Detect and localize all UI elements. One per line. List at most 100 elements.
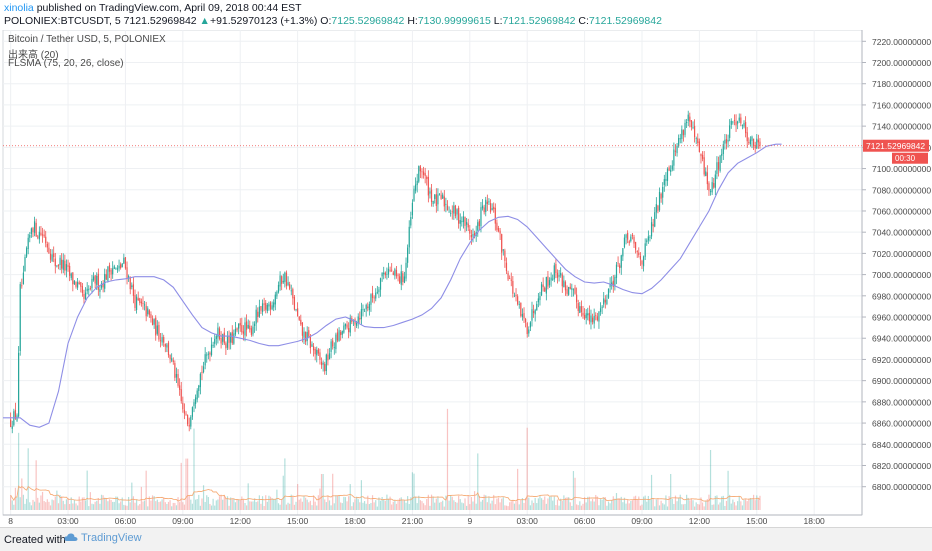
- volume-bar: [749, 497, 752, 510]
- volume-bar: [686, 494, 688, 510]
- volume-bar: [356, 496, 358, 510]
- axes: 7220.00000000 7200.00000000 7180.00000000 7…: [3, 30, 931, 526]
- candle-body: [123, 257, 125, 264]
- volume-bar: [75, 503, 77, 510]
- candle-body: [529, 322, 531, 328]
- candle-body: [644, 243, 646, 257]
- volume-bar: [429, 505, 431, 510]
- volume-bar: [214, 505, 216, 510]
- candle-body: [658, 191, 661, 211]
- volume-bar: [252, 501, 254, 510]
- candle-body: [57, 264, 60, 266]
- volume-bar: [368, 504, 370, 510]
- candle-body: [654, 212, 656, 227]
- candle-body: [751, 136, 753, 141]
- x-tick-label: 06:00: [115, 516, 137, 526]
- candle-body: [45, 236, 47, 244]
- volume-bar: [537, 498, 539, 510]
- volume-bar: [64, 504, 66, 510]
- candle-body: [719, 155, 721, 172]
- volume-bar: [540, 498, 543, 510]
- candle-body: [491, 208, 493, 211]
- candle-body: [174, 363, 176, 378]
- candle-body: [521, 313, 524, 317]
- candle-body: [531, 309, 533, 321]
- author-link[interactable]: xinolia: [4, 2, 34, 14]
- volume-bar: [485, 495, 487, 510]
- volume-bar: [153, 496, 155, 510]
- volume-bar: [255, 502, 257, 510]
- candle-body: [631, 234, 634, 237]
- candle-body: [483, 207, 485, 213]
- x-tick-label: 03:00: [517, 516, 539, 526]
- candle-body: [576, 294, 578, 303]
- volume-bar: [378, 497, 380, 510]
- volume-bar: [182, 502, 184, 510]
- x-tick-label: 09:00: [172, 516, 194, 526]
- candle-body: [574, 287, 576, 294]
- volume-bar: [665, 495, 667, 510]
- volume-bar: [483, 494, 485, 510]
- y-tick-label: 7000.00000000: [872, 270, 931, 280]
- candle-body: [348, 328, 350, 333]
- volume-bar: [666, 506, 669, 510]
- volume-bar: [341, 503, 343, 510]
- volume-bar: [375, 500, 377, 510]
- candle-body: [120, 264, 122, 269]
- volume-bar: [316, 505, 318, 510]
- candle-body: [282, 280, 284, 283]
- candle-body: [703, 157, 705, 175]
- volume-bar: [91, 503, 93, 510]
- price-chart[interactable]: 7220.00000000 7200.00000000 7180.00000000 7…: [0, 30, 932, 527]
- volume-bar: [346, 501, 348, 510]
- candle-body: [43, 234, 45, 237]
- volume-bar: [134, 502, 136, 510]
- candle-body: [536, 303, 538, 311]
- candle-body: [523, 313, 525, 319]
- candle-body: [11, 426, 13, 429]
- candle-body: [306, 332, 308, 341]
- candle-body: [131, 285, 133, 288]
- last-price: 7121.52969842: [123, 15, 197, 27]
- volume-bar: [253, 498, 256, 510]
- volume-bar: [69, 503, 71, 510]
- candle-body: [568, 286, 570, 295]
- volume-bar: [107, 501, 109, 510]
- volume-bar: [697, 504, 699, 510]
- volume-bar: [415, 496, 417, 510]
- candle-body: [293, 297, 296, 310]
- volume-bar: [139, 504, 141, 510]
- candle-body: [40, 232, 42, 236]
- volume-bar: [54, 496, 56, 510]
- candle-body: [649, 236, 651, 238]
- candle-body: [599, 308, 602, 312]
- candle-body: [156, 325, 158, 334]
- volume-bar: [123, 504, 125, 510]
- candle-body: [730, 120, 732, 125]
- volume-bar: [155, 501, 157, 510]
- candle-body: [453, 205, 455, 214]
- candle-body: [273, 302, 275, 308]
- volume-bar: [464, 498, 466, 510]
- volume-bar: [276, 489, 278, 510]
- volume-bar: [142, 501, 144, 510]
- volume-bar: [220, 494, 222, 510]
- tradingview-brand[interactable]: TradingView: [64, 532, 142, 544]
- candle-body: [681, 129, 683, 140]
- volume-bar: [335, 495, 337, 510]
- candle-body: [316, 349, 318, 356]
- volume-bar: [120, 501, 122, 510]
- candle-body: [494, 207, 496, 224]
- volume-bar: [668, 496, 670, 510]
- candle-body: [86, 288, 88, 292]
- candle-body: [148, 310, 150, 315]
- volume-bar: [555, 505, 557, 510]
- symbol-label: POLONIEX:BTCUSDT, 5: [4, 15, 121, 27]
- candle-body: [65, 264, 68, 271]
- volume-bar: [737, 501, 739, 510]
- candle-body: [504, 250, 506, 261]
- candle-body: [230, 333, 232, 343]
- volume-bar: [745, 499, 747, 510]
- candle-body: [218, 328, 221, 339]
- y-tick-label: 6960.00000000: [872, 313, 931, 323]
